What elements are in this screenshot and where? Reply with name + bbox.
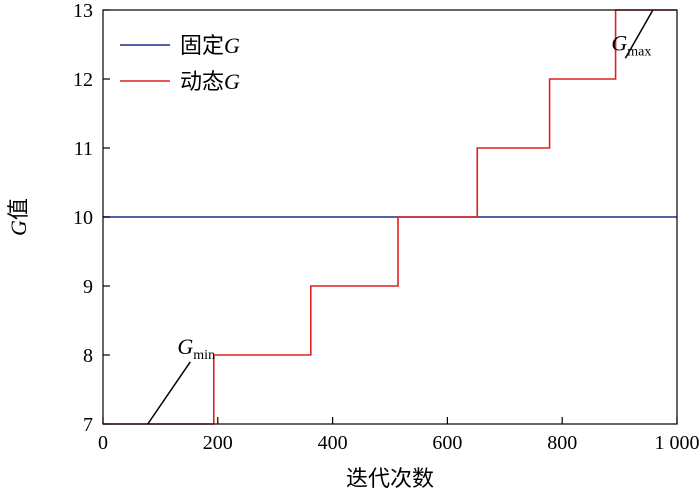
y-tick-label: 10 (73, 207, 93, 229)
annotation-gmin-leader (147, 361, 191, 425)
y-axis-label-rest: 值 (6, 198, 31, 220)
y-tick-label: 7 (83, 414, 93, 436)
x-tick-label: 200 (203, 432, 233, 454)
annotation-gmin: Gmin (147, 334, 215, 425)
legend: 固定G 动态G (120, 33, 240, 94)
x-tick-label: 0 (98, 432, 108, 454)
annotation-gmin-main: G (177, 334, 193, 359)
annotation-gmin-sub: min (193, 348, 215, 363)
x-tick-label: 1 000 (655, 432, 700, 454)
legend-label-dynamic-italic: G (224, 69, 240, 94)
annotation-gmin-label: Gmin (177, 334, 215, 363)
y-axis-label-italic: G (6, 220, 31, 236)
annotation-gmax-main: G (611, 30, 627, 55)
legend-label-fixed-italic: G (224, 33, 240, 58)
x-tick-label: 800 (547, 432, 577, 454)
x-tick-label: 400 (318, 432, 348, 454)
legend-label-fixed: 固定G (180, 33, 240, 58)
legend-label-dynamic-text: 动态 (180, 69, 224, 94)
y-tick-label: 9 (83, 276, 93, 298)
annotation-gmax-leader (624, 9, 654, 59)
annotation-gmax-label: Gmax (611, 30, 651, 59)
y-tick-label: 13 (73, 0, 93, 22)
annotation-gmax-sub: max (627, 44, 651, 59)
x-tick-label: 600 (432, 432, 462, 454)
legend-label-fixed-text: 固定 (180, 33, 224, 58)
y-tick-label: 11 (74, 138, 93, 160)
y-tick-label: 8 (83, 345, 93, 367)
legend-label-dynamic: 动态G (180, 69, 240, 94)
annotation-gmax: Gmax (611, 9, 654, 59)
y-tick-label: 12 (73, 69, 93, 91)
x-axis-label: 迭代次数 (346, 466, 434, 491)
y-axis-label: G值 (6, 198, 31, 236)
series-line-dynamic (103, 9, 677, 425)
